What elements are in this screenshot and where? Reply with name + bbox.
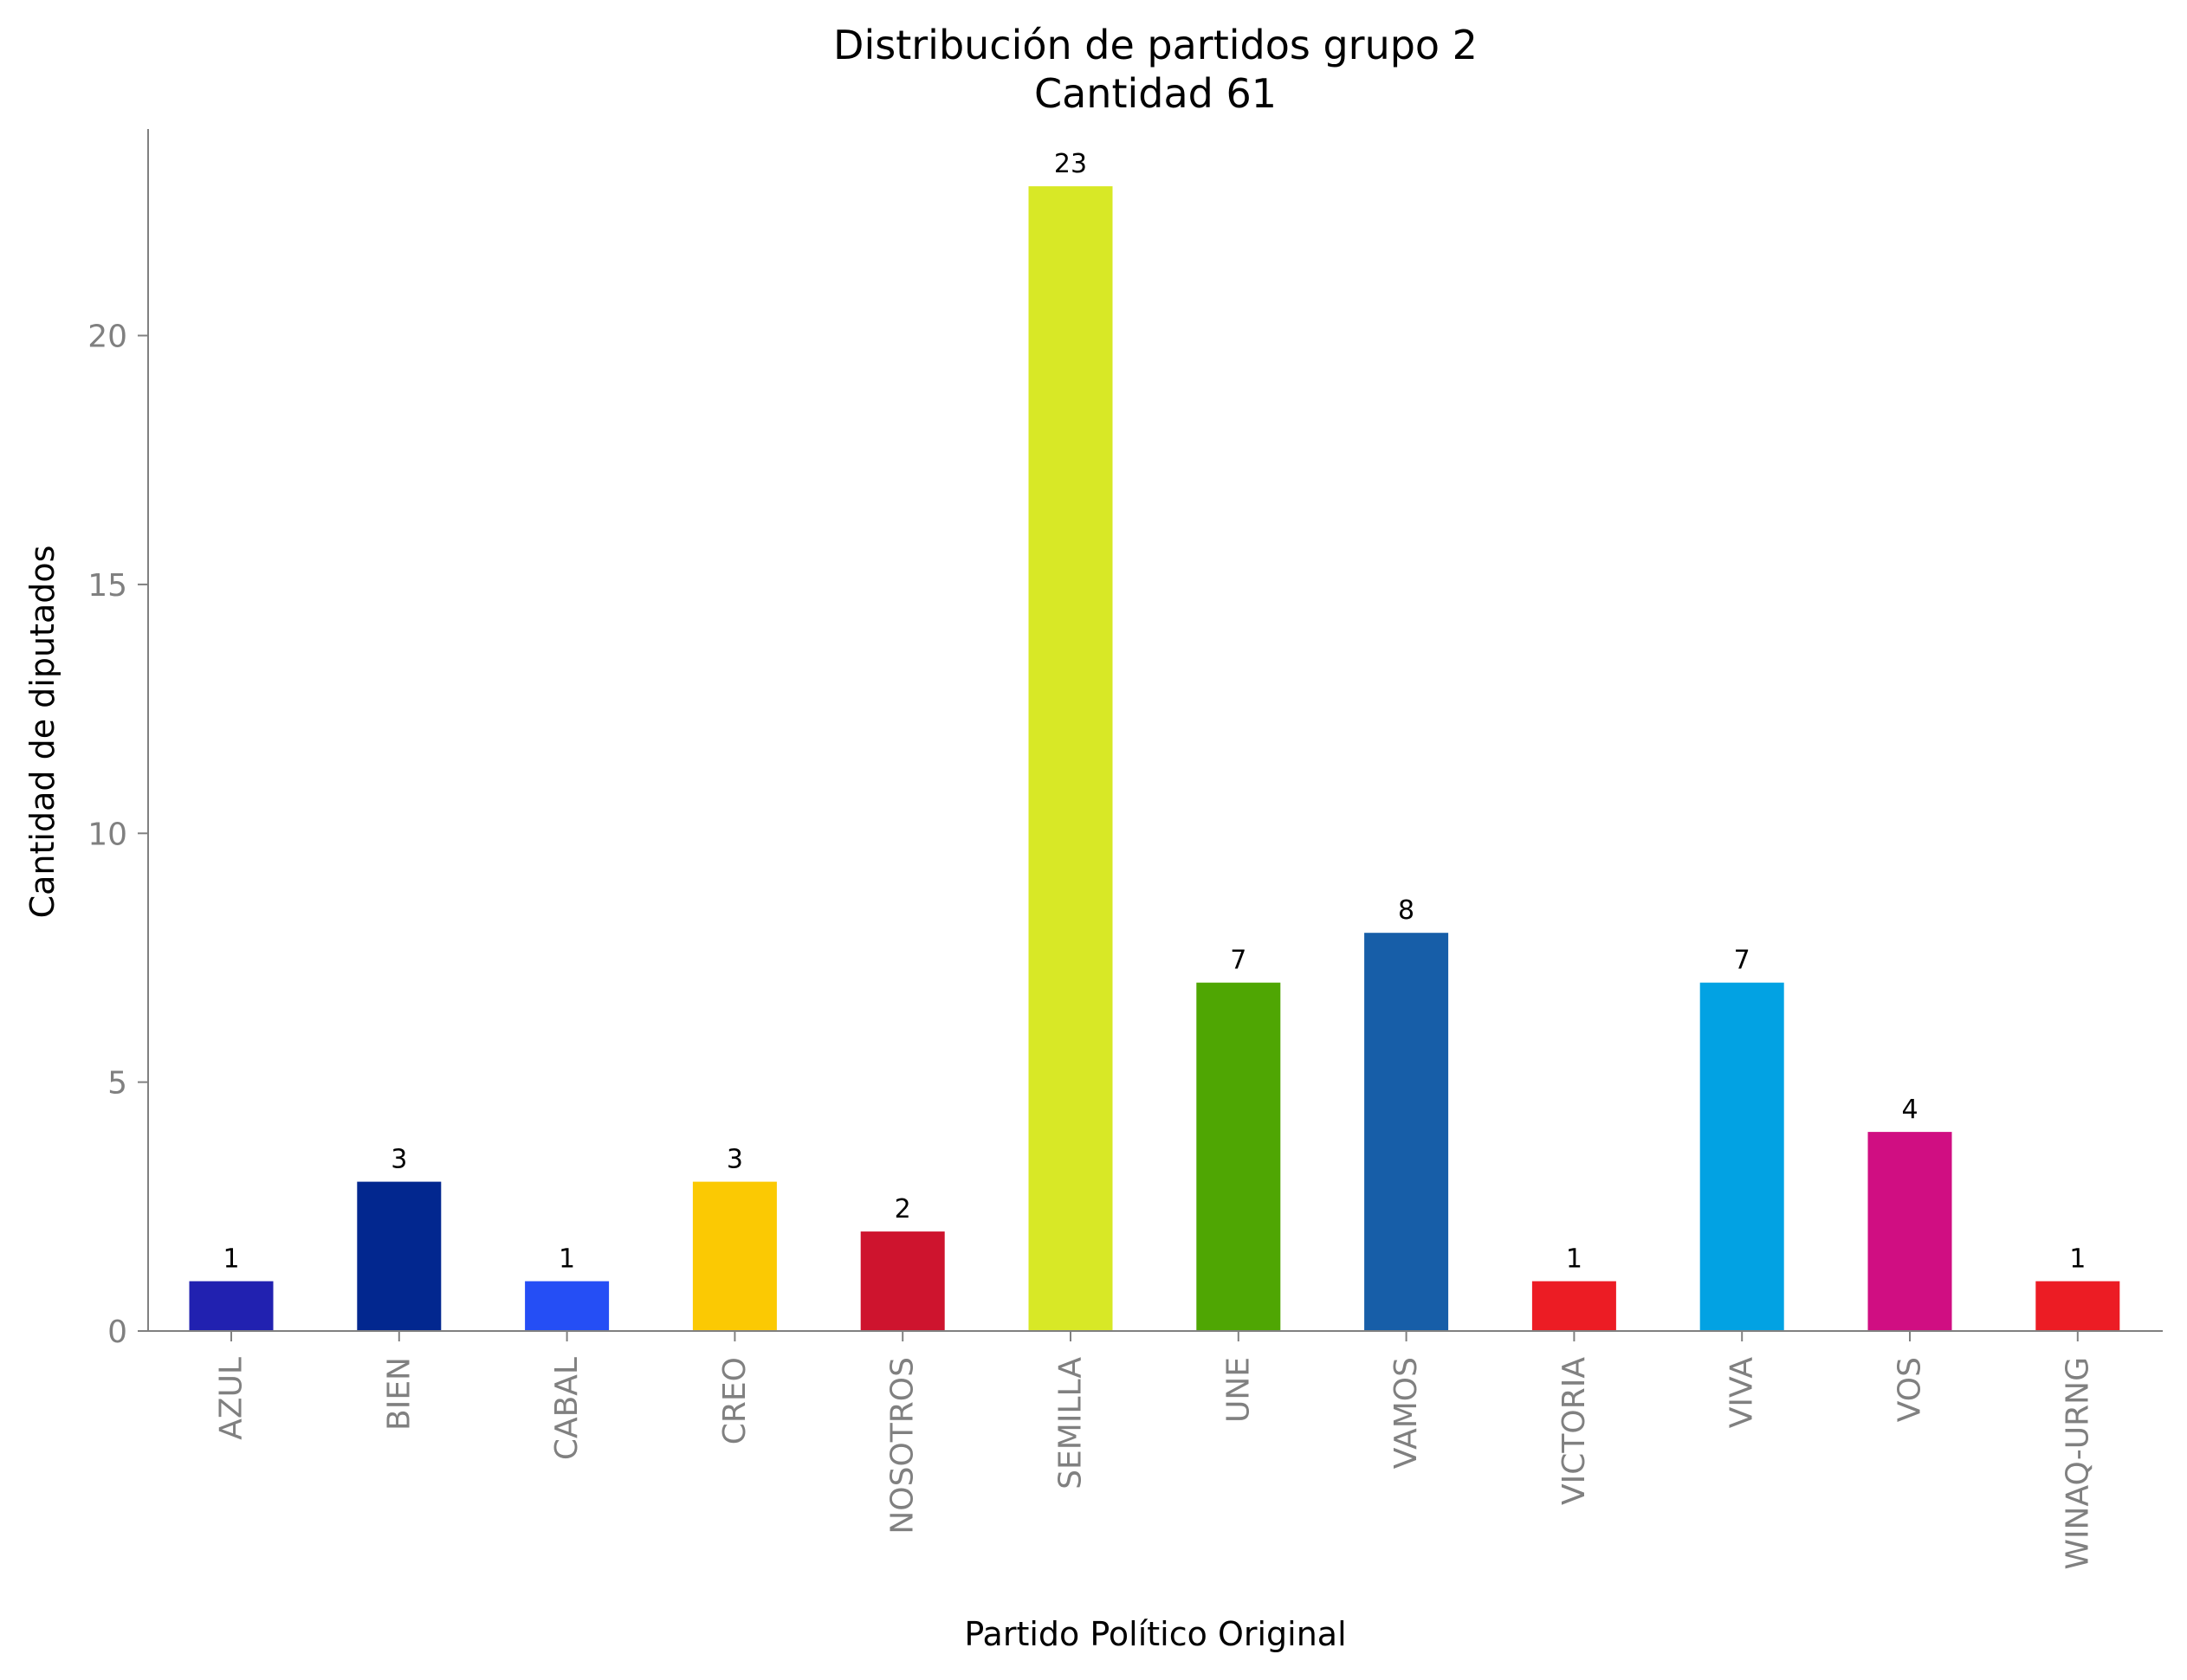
bar-bien — [357, 1181, 442, 1331]
x-axis-label: Partido Político Original — [964, 1615, 1346, 1653]
x-tick-label-vos: VOS — [1893, 1357, 1928, 1422]
y-axis-label: Cantidad de diputados — [23, 546, 61, 919]
y-tick-label: 15 — [87, 568, 127, 604]
y-axis-ticks: 0 5 10 15 20 — [87, 320, 148, 1350]
x-tick-label-victoria: VICTORIA — [1556, 1357, 1592, 1505]
data-label-vos: 4 — [1901, 1095, 1918, 1125]
bar-vamos — [1364, 933, 1449, 1331]
x-tick-label-une: UNE — [1220, 1357, 1256, 1423]
x-tick-label-creo: CREO — [717, 1357, 753, 1444]
x-axis-ticks: AZUL BIEN CABAL CREO NOSOTROS SEMILLA UNE VAMOS… — [214, 1331, 2095, 1570]
bar-une — [1196, 982, 1281, 1331]
x-tick-label-viva: VIVA — [1724, 1357, 1760, 1429]
bar-victoria — [1531, 1281, 1616, 1331]
bar-viva — [1699, 982, 1784, 1331]
data-label-creo: 3 — [727, 1145, 743, 1175]
chart-subtitle: Cantidad 61 — [1034, 70, 1277, 117]
bar-vos — [1867, 1132, 1952, 1331]
data-label-group: 1 3 1 3 2 23 7 8 1 7 4 1 — [223, 149, 2086, 1274]
data-label-victoria: 1 — [1566, 1244, 1582, 1275]
data-label-bien: 3 — [391, 1145, 407, 1175]
bar-creo — [692, 1181, 777, 1331]
bar-nosotros — [860, 1231, 945, 1331]
y-tick-label: 5 — [107, 1066, 127, 1102]
bar-cabal — [525, 1281, 610, 1331]
x-tick-label-azul: AZUL — [214, 1357, 249, 1440]
chart-title: Distribución de partidos grupo 2 — [833, 22, 1478, 68]
y-tick-label: 10 — [87, 817, 127, 852]
data-label-viva: 7 — [1734, 946, 1750, 976]
x-tick-label-vamos: VAMOS — [1388, 1357, 1424, 1469]
bar-azul — [189, 1281, 274, 1331]
data-label-azul: 1 — [223, 1244, 239, 1275]
data-label-une: 7 — [1230, 946, 1246, 976]
data-label-semilla: 23 — [1054, 149, 1087, 179]
x-tick-label-cabal: CABAL — [549, 1357, 585, 1460]
data-label-cabal: 1 — [559, 1244, 575, 1275]
x-tick-label-nosotros: NOSOTROS — [885, 1357, 921, 1535]
x-tick-label-semilla: SEMILLA — [1053, 1357, 1089, 1489]
x-tick-label-winaq-urng: WINAQ-URNG — [2060, 1357, 2095, 1570]
bar-semilla — [1028, 186, 1113, 1332]
data-label-winaq-urng: 1 — [2069, 1244, 2086, 1275]
data-label-nosotros: 2 — [895, 1194, 911, 1224]
y-tick-label: 20 — [87, 320, 127, 355]
x-tick-label-bien: BIEN — [381, 1357, 417, 1431]
data-label-vamos: 8 — [1398, 895, 1414, 926]
bar-winaq-urng — [2035, 1281, 2120, 1331]
bar-group — [189, 186, 2120, 1332]
y-tick-label: 0 — [107, 1315, 127, 1350]
